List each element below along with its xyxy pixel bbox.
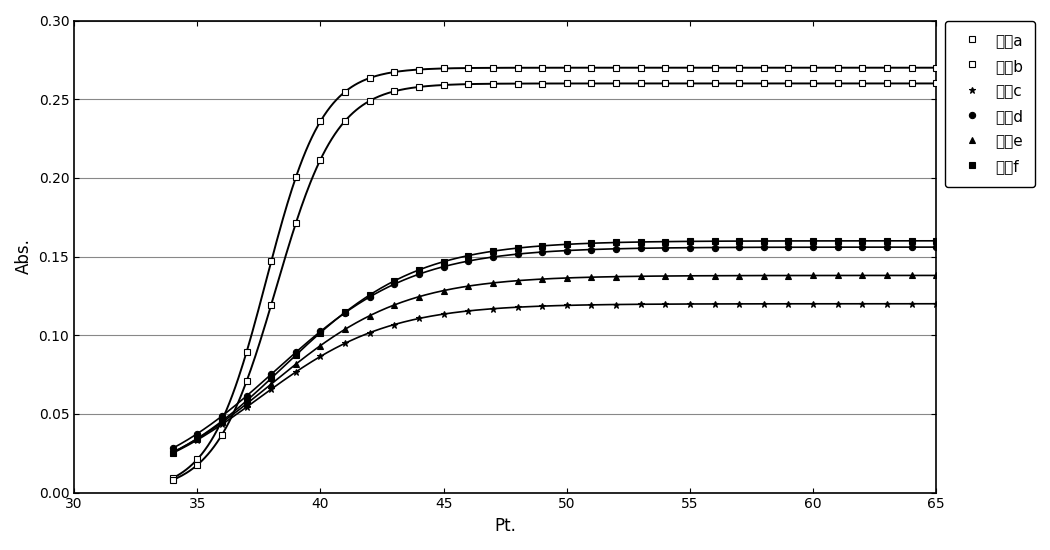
Legend: 试样a, 试样b, 试样c, 试样d, 试样e, 试样f: 试样a, 试样b, 试样c, 试样d, 试样e, 试样f — [945, 20, 1035, 186]
Y-axis label: Abs.: Abs. — [15, 239, 33, 274]
X-axis label: Pt.: Pt. — [495, 517, 517, 535]
